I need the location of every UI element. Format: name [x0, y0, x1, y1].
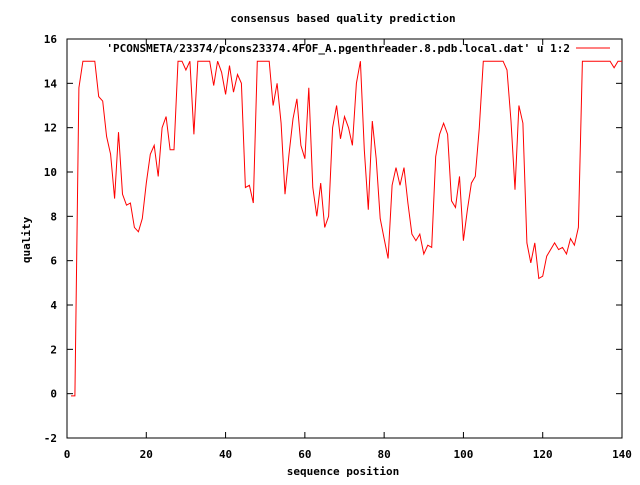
x-tick-label: 20 [140, 448, 153, 461]
x-tick-label: 80 [378, 448, 391, 461]
y-tick-label: 16 [44, 33, 58, 46]
y-axis-ticks: -2 0 2 4 6 8 10 12 14 16 [44, 33, 622, 445]
x-tick-label: 0 [64, 448, 71, 461]
plot-frame [66, 38, 623, 439]
y-tick-label: 0 [50, 388, 57, 401]
x-axis-ticks: 0 20 40 60 80 100 120 140 [64, 39, 632, 461]
legend-entry-label: 'PCONSMETA/23374/pcons23374.4FOF_A.pgent… [106, 42, 570, 55]
y-tick-label: 6 [50, 255, 57, 268]
x-tick-label: 100 [453, 448, 473, 461]
x-axis-label: sequence position [287, 465, 400, 478]
x-tick-label: 140 [612, 448, 632, 461]
y-tick-label: 2 [50, 343, 57, 356]
x-tick-label: 120 [533, 448, 553, 461]
y-axis-label: quality [20, 216, 33, 263]
x-tick-label: 40 [219, 448, 232, 461]
chart-title: consensus based quality prediction [230, 12, 455, 25]
y-tick-label: 12 [44, 122, 57, 135]
y-tick-label: -2 [44, 432, 57, 445]
series-lines [71, 60, 622, 397]
series-line [71, 60, 622, 397]
y-tick-label: 14 [44, 77, 58, 90]
x-tick-label: 60 [298, 448, 311, 461]
y-tick-label: 4 [50, 299, 57, 312]
y-tick-label: 8 [50, 210, 57, 223]
y-tick-label: 10 [44, 166, 57, 179]
legend: 'PCONSMETA/23374/pcons23374.4FOF_A.pgent… [106, 42, 610, 55]
plot-border [66, 38, 623, 439]
